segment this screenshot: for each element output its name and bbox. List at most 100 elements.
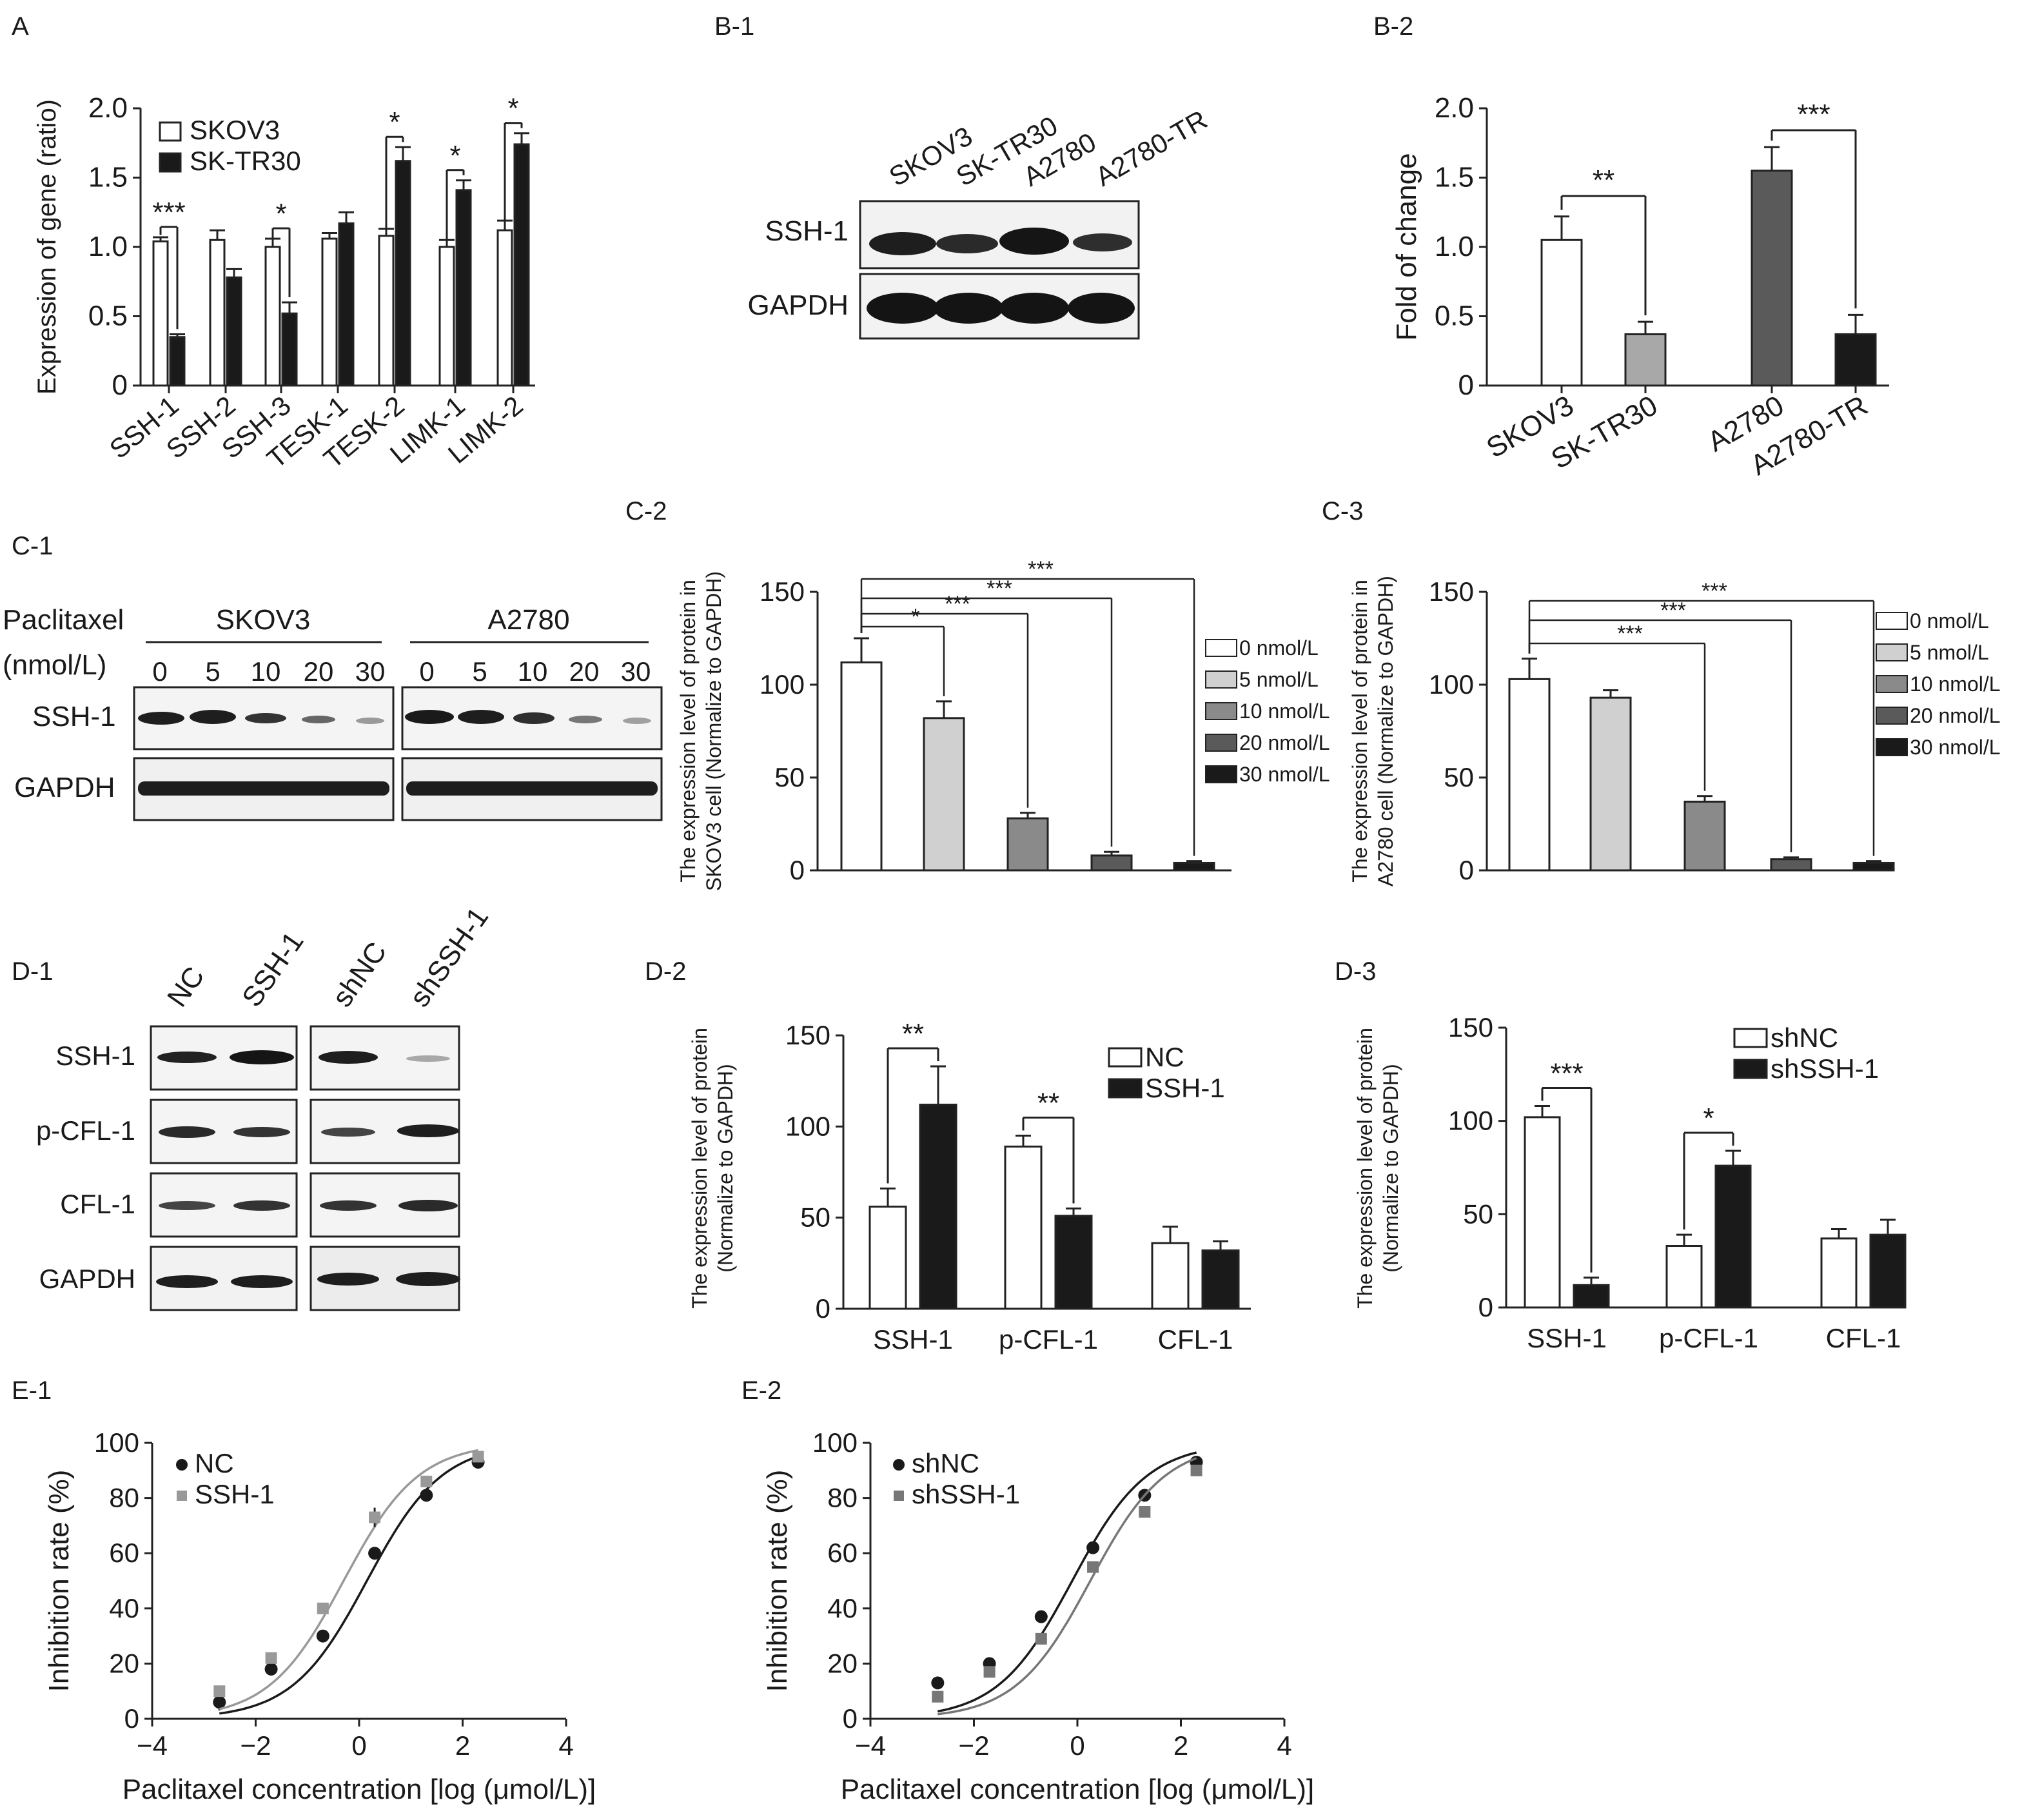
chart-a-sig-label: * [507,93,518,124]
chart-d2-y-axis-label: The expression level of protein (Normaliz… [688,1028,737,1309]
chart-b2-y-tick-label: 0 [1458,369,1474,401]
chart-c2-bar [923,717,965,872]
chart-e1-point [264,1662,278,1676]
chart-c2-bar [840,661,883,872]
chart-b2-bar [1834,333,1877,387]
chart-d2-sig-label: ** [902,1018,924,1050]
chart-d3-y-tick-label: 150 [1448,1012,1493,1042]
chart-c2-y-axis-label-line: The expression level of protein in [676,580,700,883]
chart-e1-point [213,1696,226,1709]
panel-label-a: A [12,12,29,41]
blot-band [397,1124,459,1137]
chart-e1-y-tick-label: 80 [109,1483,139,1513]
chart-e2-point [1087,1561,1099,1573]
chart-c2-legend-swatch [1205,734,1237,752]
panel-label-d3: D-3 [1335,957,1376,986]
chart-e2-point [1190,1464,1202,1476]
chart-d3-legend-swatch [1733,1028,1768,1048]
chart-e2-y-axis-label: Inhibition rate (%) [761,1470,793,1692]
chart-a-legend-label: SK-TR30 [190,146,301,176]
chart-d3-legend-label: shSSH-1 [1771,1053,1879,1084]
blot-band [623,718,651,724]
chart-c3-sig-label: *** [1702,579,1727,603]
blot-c1-dose-label: 30 [621,656,651,687]
chart-b2-y-axis-label: Fold of change [1391,153,1422,340]
blot-band [569,716,602,723]
chart-d3-sig-label: * [1703,1102,1714,1134]
chart-d3-bar [1869,1233,1907,1309]
chart-d2-bar [1151,1242,1190,1310]
chart-d3-legend-swatch [1733,1059,1768,1079]
chart-c2-y-axis-label-line: SKOV3 cell (Normalize to GAPDH) [702,571,725,891]
chart-c3-legend-swatch [1876,643,1908,661]
chart-d3-bar [1524,1116,1561,1309]
chart-a-y-axis-label-line: Expression of gene (ratio) [33,99,61,395]
blot-c1-dose-label: 10 [251,656,281,687]
blot-band [396,1272,460,1286]
chart-e1-x-tick-label: −2 [240,1730,271,1761]
chart-e1-x-axis-label: Paclitaxel concentration [log (μmol/L)] [123,1774,596,1805]
blot-b1-row-label: SSH-1 [765,215,849,247]
chart-e1-point [369,1511,381,1523]
panel-label-b2: B-2 [1373,12,1413,41]
chart-e1-point [213,1685,226,1698]
chart-a-sig-label: * [449,140,460,171]
chart-a-bar [264,246,281,387]
blot-band [233,1200,290,1211]
blot-band [936,234,998,253]
chart-a-bar [281,312,298,387]
chart-b2-y-tick-label: 0.5 [1435,300,1474,332]
chart-d2-bar [919,1103,957,1310]
blot-d1-lane-label: NC [161,961,211,1013]
chart-e1-point [472,1451,484,1463]
blot-band [138,781,389,796]
panel-label-c3: C-3 [1322,497,1363,525]
chart-e1-legend-marker [177,1491,187,1501]
blot-band [867,293,939,324]
chart-a-bar [395,160,411,387]
blot-band [458,710,504,724]
chart-c3-y-tick-label: 0 [1459,855,1474,885]
chart-e2-x-tick-label: 4 [1277,1730,1291,1761]
chart-d2-y-tick-label: 150 [785,1020,830,1050]
chart-c3-bar [1508,678,1551,872]
chart-c3-legend-swatch [1876,612,1908,630]
chart-a-bar [321,237,338,387]
chart-d3-x-tick-label: CFL-1 [1826,1323,1901,1353]
chart-e1-y-tick-label: 60 [109,1538,139,1568]
blot-band [302,716,335,723]
chart-d2-y-tick-label: 0 [816,1293,830,1324]
chart-c3-bar [1683,800,1726,872]
chart-c2-legend-swatch [1205,639,1237,657]
chart-c3-sig-label: *** [1660,598,1686,623]
chart-d2-legend-label: NC [1145,1042,1184,1072]
blot-band [513,712,554,724]
blot-c1-dose-label: 0 [152,656,167,687]
chart-e1-x-tick-label: 4 [558,1730,573,1761]
chart-a-y-tick-label: 0.5 [88,300,128,332]
chart-e1-y-axis-label: Inhibition rate (%) [43,1470,75,1692]
chart-e1-point [316,1629,329,1643]
chart-e2-point [931,1676,945,1690]
chart-e2-y-tick-label: 20 [827,1648,858,1678]
blot-c1-row-label: GAPDH [14,772,115,803]
blot-c1-row-label: SSH-1 [32,701,116,732]
chart-e2-point [1034,1610,1048,1623]
chart-a-bar [513,143,530,387]
blot-band [406,781,658,796]
chart-c2-legend-label: 10 nmol/L [1239,700,1330,723]
charts-layer: 0 0.5 1.0 1.5 2.0 Expression of gene (ratio) S… [33,92,2001,1805]
chart-e2-fit-curve [937,1451,1197,1713]
chart-a-y-tick-label: 1.0 [88,231,128,262]
chart-c2-legend-label: 20 nmol/L [1239,731,1330,754]
panel-label-d2: D-2 [645,957,686,986]
chart-b2-bar [1540,239,1583,387]
chart-a-bar [455,189,472,387]
chart-e1-y-tick-label: 0 [124,1703,139,1734]
blot-band [398,1200,458,1211]
chart-a-bar [209,239,226,387]
chart-e1-point [368,1547,382,1560]
